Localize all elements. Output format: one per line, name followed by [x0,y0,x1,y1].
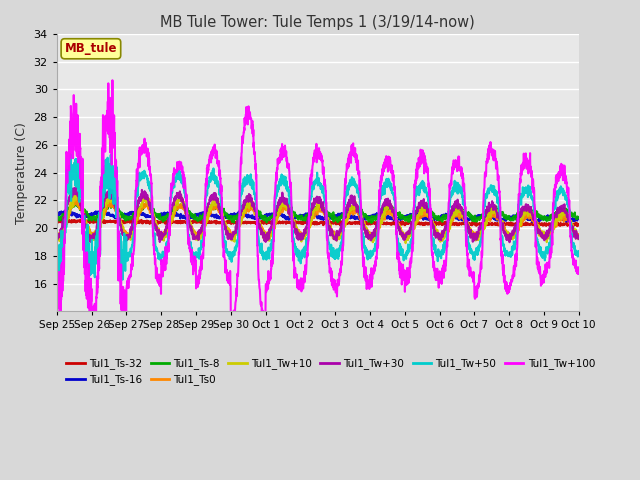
Text: MB_tule: MB_tule [65,42,117,55]
Legend: Tul1_Ts-32, Tul1_Ts-16, Tul1_Ts-8, Tul1_Ts0, Tul1_Tw+10, Tul1_Tw+30, Tul1_Tw+50,: Tul1_Ts-32, Tul1_Ts-16, Tul1_Ts-8, Tul1_… [62,354,599,389]
Title: MB Tule Tower: Tule Temps 1 (3/19/14-now): MB Tule Tower: Tule Temps 1 (3/19/14-now… [161,15,475,30]
Y-axis label: Temperature (C): Temperature (C) [15,122,28,224]
